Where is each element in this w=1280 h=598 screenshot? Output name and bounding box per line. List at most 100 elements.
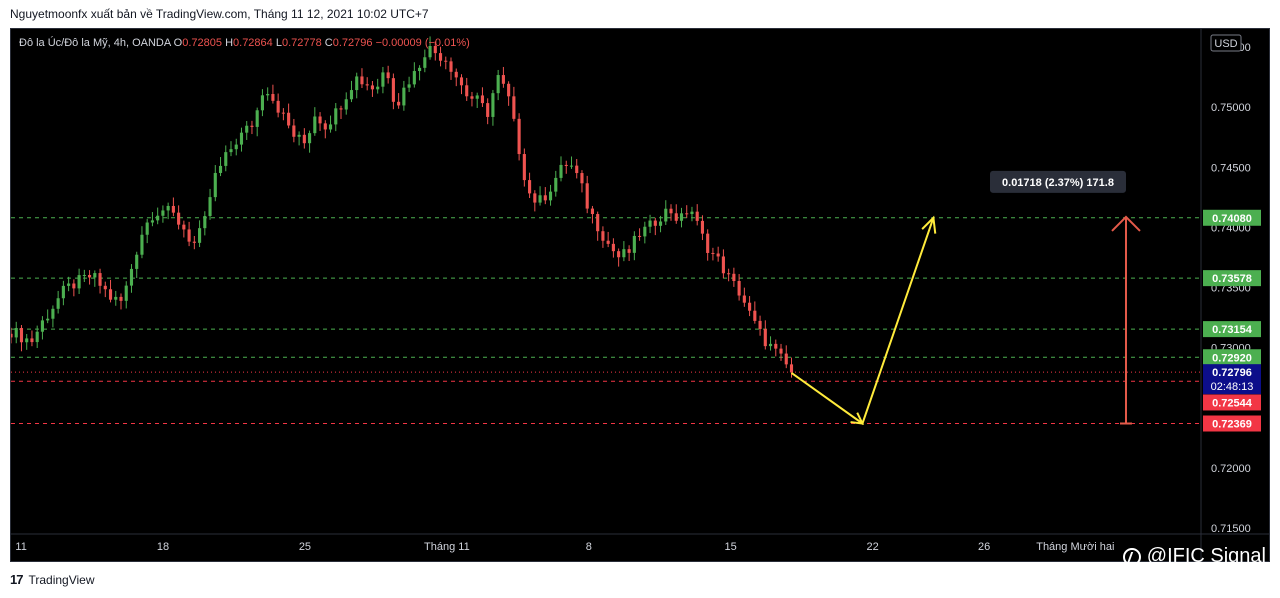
candle-body (732, 273, 736, 281)
candle-body (533, 193, 537, 203)
candle-body (596, 214, 600, 232)
candle-body (580, 173, 584, 184)
symbol-label: Đô la Úc/Đô la Mỹ, 4h, OANDA (19, 36, 174, 49)
projection-arrow-line (790, 217, 935, 426)
last-price-box (1203, 364, 1261, 395)
currency-label: USD (1214, 38, 1237, 50)
symbol-legend: Đô la Úc/Đô la Mỹ, 4h, OANDA O0.72805 H0… (19, 36, 470, 49)
ohlc-high-label: H (225, 37, 233, 49)
candle-body (355, 76, 359, 91)
ohlc-low-label: L (276, 37, 282, 49)
candle-body (93, 273, 97, 278)
candle-body (402, 87, 406, 106)
candle-body (575, 165, 579, 174)
candle-body (239, 132, 244, 145)
x-tick-label: 8 (586, 541, 592, 553)
candle-body (789, 364, 794, 373)
x-tick-label: Tháng 11 (424, 541, 470, 553)
candle-body (486, 103, 490, 117)
candle-body (276, 100, 280, 113)
candle-body (135, 254, 139, 269)
candle-body (501, 75, 505, 84)
candle-body (611, 243, 615, 252)
candle-body (323, 123, 327, 130)
candle-body (218, 165, 223, 173)
candle-body (617, 251, 621, 258)
candle-body (711, 252, 715, 254)
candle-body (569, 165, 574, 167)
x-tick-label: 26 (978, 541, 990, 553)
candle-body (208, 197, 212, 217)
candle-body (302, 134, 306, 144)
candle-body (67, 283, 71, 286)
candle-body (51, 308, 55, 319)
candle-body (658, 221, 663, 226)
candle-body (742, 295, 746, 303)
ohlc-close-value: 0.72796 (333, 37, 376, 49)
candle-body (753, 310, 757, 321)
chart-frame[interactable]: 0.755000.750000.745000.740000.735000.730… (10, 28, 1270, 562)
candle-body (161, 210, 165, 216)
bar-countdown-label: 02:48:13 (1211, 381, 1254, 393)
candle-body (360, 76, 364, 85)
candle-body (706, 233, 710, 253)
measure-arrow-head (1111, 215, 1141, 232)
candle-body (245, 125, 249, 133)
candle-body (679, 213, 684, 221)
candle-body (344, 99, 348, 110)
candle-body (187, 229, 191, 242)
candle-body (454, 71, 458, 78)
level-axis-label: 0.74080 (1212, 213, 1252, 225)
candle-body (88, 274, 92, 278)
candle-body (198, 228, 202, 243)
level-axis-label: 0.72544 (1212, 397, 1253, 409)
watermark-text: @IFIC Signal (1146, 545, 1266, 567)
level-axis-label: 0.72369 (1212, 419, 1252, 431)
level-axis-label: 0.72920 (1212, 352, 1252, 364)
ohlc-low-value: 0.72778 (282, 37, 325, 49)
price-chart[interactable]: 0.755000.750000.745000.740000.735000.730… (11, 29, 1269, 561)
candle-body (512, 96, 516, 119)
candle-body (554, 177, 558, 192)
candle-body (56, 298, 60, 309)
candle-body (370, 85, 374, 90)
candle-body (287, 112, 291, 126)
candles (11, 36, 794, 378)
candle-body (748, 302, 752, 311)
candle-body (543, 195, 547, 201)
level-axis-label-box (1203, 394, 1261, 411)
candle-body (559, 164, 563, 178)
candle-body (638, 235, 642, 237)
candle-body (664, 208, 668, 222)
candle-body (763, 328, 767, 347)
measure-label-box (989, 170, 1126, 193)
candle-body (30, 338, 34, 343)
candle-body (465, 85, 469, 97)
ohlc-close-label: C (325, 37, 333, 49)
candle-body (61, 285, 65, 299)
y-tick-label: 0.74500 (1211, 162, 1251, 174)
candle-body (313, 116, 317, 134)
candle-body (391, 78, 395, 102)
candle-body (459, 77, 464, 86)
candle-body (428, 46, 432, 58)
candle-body (229, 149, 233, 153)
x-tick-label: 18 (157, 541, 169, 553)
x-tick-label: Tháng Mười hai (1036, 541, 1114, 553)
ohlc-open-label: O (174, 37, 183, 49)
footer: 17 TradingView (10, 572, 95, 587)
candle-body (339, 108, 343, 110)
candle-body (166, 205, 170, 211)
candle-body (192, 241, 196, 243)
candle-body (386, 72, 390, 79)
candle-body (606, 240, 610, 244)
candle-body (548, 191, 553, 201)
candle-body (260, 95, 264, 111)
candle-body (171, 205, 175, 213)
candle-body (381, 72, 385, 87)
candle-body (758, 320, 762, 329)
candle-body (271, 94, 275, 101)
candle-body (35, 331, 39, 343)
candle-body (444, 60, 448, 62)
level-axis-label-box (1203, 209, 1261, 226)
